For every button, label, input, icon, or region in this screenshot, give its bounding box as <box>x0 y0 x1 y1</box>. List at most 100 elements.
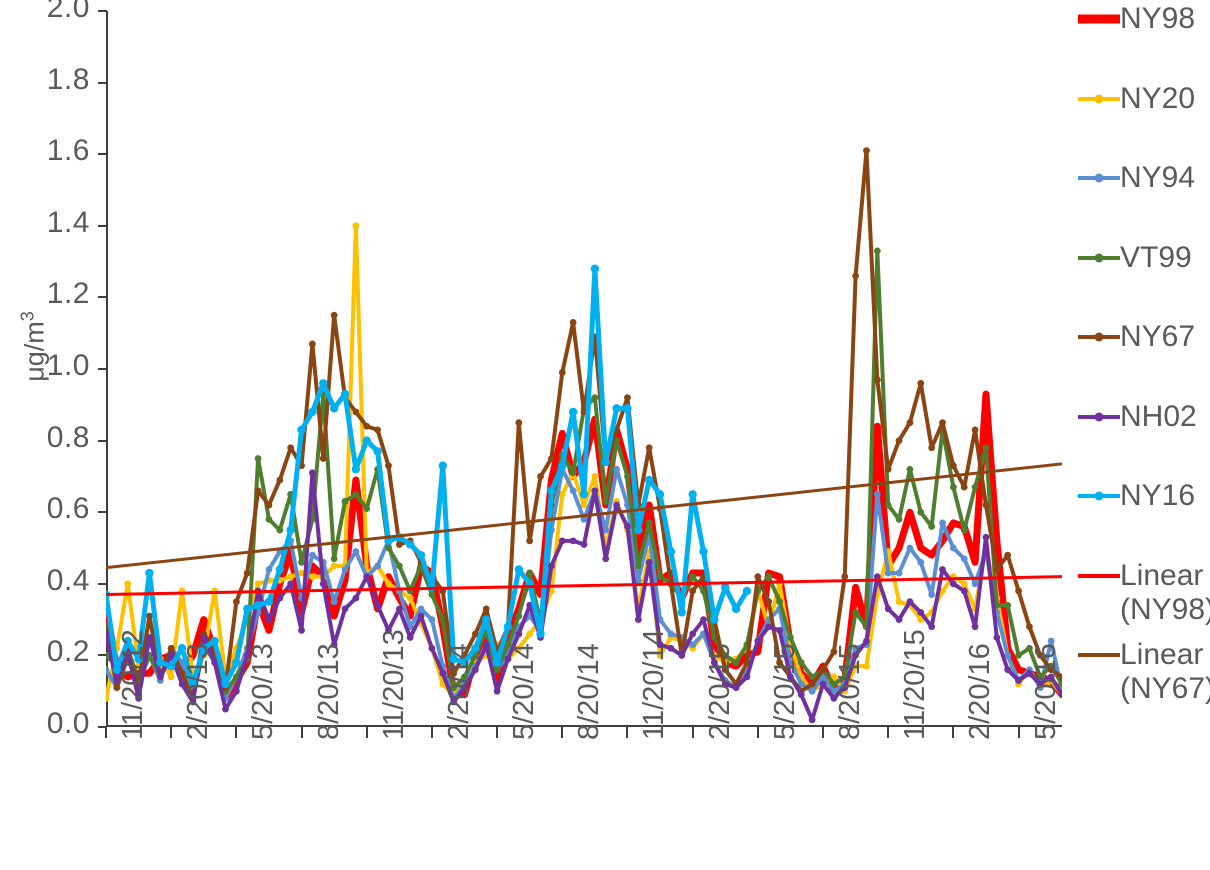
series-marker <box>1026 644 1033 652</box>
series-marker <box>330 311 338 319</box>
series-marker <box>1047 666 1055 674</box>
series-marker <box>634 616 642 623</box>
legend-item-linear-ny67[interactable]: Linear (NY67) <box>1078 638 1210 706</box>
series-marker <box>222 705 229 713</box>
series-marker <box>939 519 946 527</box>
series-marker <box>634 562 642 570</box>
series-marker <box>156 673 164 681</box>
legend-marker-icon <box>1094 491 1104 501</box>
series-marker <box>253 601 263 610</box>
series-marker <box>1036 673 1044 681</box>
series-marker <box>742 586 752 596</box>
legend-item-ny20[interactable]: NY20 <box>1078 82 1195 116</box>
series-marker <box>330 598 338 606</box>
legend-label: NY16 <box>1120 479 1195 513</box>
series-marker <box>113 684 121 692</box>
series-marker <box>276 594 284 602</box>
series-marker <box>438 461 447 470</box>
series-marker <box>1058 691 1062 699</box>
legend-item-ny98[interactable]: NY98 <box>1078 2 1195 36</box>
legend-color-swatch <box>1078 640 1120 670</box>
y-axis-tick-label: 0.0 <box>46 707 90 740</box>
series-marker <box>1004 551 1012 559</box>
series-marker <box>852 272 859 280</box>
series-marker <box>135 694 142 702</box>
series-marker <box>515 644 523 652</box>
series-marker <box>917 379 925 387</box>
legend-label-line: Linear <box>1120 558 1204 592</box>
series-marker <box>960 526 968 534</box>
series-marker <box>276 526 284 534</box>
series-marker <box>906 419 914 427</box>
series-marker <box>232 687 240 695</box>
series-marker <box>569 537 577 545</box>
series-marker <box>1004 601 1012 609</box>
series-marker <box>503 622 513 631</box>
series-marker <box>949 580 957 588</box>
series-marker <box>666 547 676 556</box>
x-axis-tick-label: 5/20/16 <box>1029 643 1062 740</box>
y-axis-tick-mark <box>98 224 107 227</box>
y-axis-tick-label: 1.0 <box>46 349 90 382</box>
series-marker <box>1015 652 1022 659</box>
series-marker <box>243 604 252 614</box>
series-marker <box>363 422 371 430</box>
legend-item-vt99[interactable]: VT99 <box>1078 241 1192 275</box>
legend-label: NY94 <box>1120 161 1195 195</box>
series-marker <box>352 408 360 416</box>
legend-item-ny94[interactable]: NY94 <box>1078 161 1195 195</box>
series-marker <box>1047 673 1055 681</box>
legend-color-swatch <box>1078 163 1120 193</box>
series-marker <box>852 609 859 616</box>
series-marker <box>385 580 392 588</box>
series-marker <box>895 437 903 444</box>
series-marker <box>765 598 773 606</box>
legend-item-nh02[interactable]: NH02 <box>1078 400 1197 434</box>
series-marker <box>841 573 849 581</box>
series-marker <box>287 580 295 588</box>
series-marker <box>265 566 273 573</box>
series-marker <box>177 644 187 653</box>
series-marker <box>624 523 631 530</box>
series-marker <box>428 644 436 652</box>
y-axis-tick-label: 0.8 <box>46 420 90 454</box>
series-marker <box>580 501 588 509</box>
series-marker <box>776 626 783 634</box>
series-marker <box>156 658 165 667</box>
y-axis-tick-mark <box>98 511 107 514</box>
series-marker <box>254 487 262 495</box>
series-marker <box>493 687 501 695</box>
series-marker <box>623 404 632 413</box>
series-marker <box>634 525 643 535</box>
series-marker <box>106 652 110 659</box>
x-axis-tick-mark <box>430 727 433 738</box>
legend-marker-icon <box>1094 94 1104 103</box>
series-marker <box>797 691 805 699</box>
series-marker <box>362 436 371 445</box>
y-axis-tick-mark <box>98 10 107 12</box>
series-marker <box>385 544 392 552</box>
series-marker <box>884 569 892 577</box>
series-marker <box>819 666 827 674</box>
series-marker <box>667 630 675 638</box>
series-marker <box>309 340 316 348</box>
series-marker <box>971 426 979 434</box>
series-marker <box>841 684 849 692</box>
series-marker <box>351 465 361 474</box>
series-marker <box>928 623 936 631</box>
legend-item-linear-ny98[interactable]: Linear (NY98) <box>1078 559 1210 627</box>
series-marker <box>167 652 175 659</box>
series-marker <box>656 652 664 659</box>
series-marker <box>1015 587 1022 595</box>
x-axis-tick-mark <box>626 727 629 738</box>
y-axis-tick-mark <box>98 368 107 370</box>
series-marker <box>264 597 274 606</box>
legend-item-ny67[interactable]: NY67 <box>1078 320 1195 354</box>
series-marker <box>613 501 620 509</box>
legend-line-icon <box>1078 653 1120 657</box>
series-marker <box>471 630 479 638</box>
y-axis-tick-label: 1.4 <box>46 205 90 239</box>
x-axis-tick-label: 11/20/13 <box>377 629 410 740</box>
legend-item-ny16[interactable]: NY16 <box>1078 479 1195 513</box>
legend-label: NY98 <box>1120 2 1195 36</box>
